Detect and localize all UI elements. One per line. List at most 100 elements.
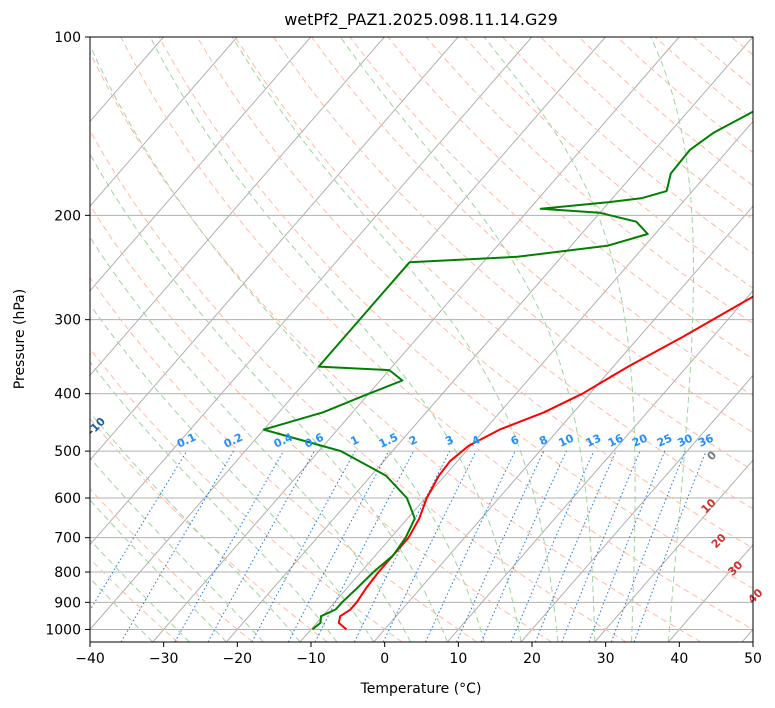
dry-adiabat-line [90, 558, 179, 642]
mixing-ratio-label: 20 [630, 431, 650, 449]
x-tick-label: 10 [449, 651, 467, 667]
x-tick-label: −30 [149, 651, 179, 667]
y-tick-label: 600 [54, 491, 81, 507]
dry-adiabat-line [120, 37, 753, 630]
y-tick-label: 200 [54, 208, 81, 224]
moist-adiabat-line [650, 37, 694, 642]
isotherm-line [90, 37, 312, 292]
moist-adiabat-line [90, 361, 338, 642]
mixing-ratio-label: 13 [584, 432, 603, 450]
mixing-ratio-label: 16 [606, 431, 626, 449]
isotherm-line [152, 37, 680, 642]
moist-adiabat-line [90, 153, 448, 642]
plot-frame [89, 36, 754, 643]
y-tick-label: 100 [54, 30, 81, 46]
mixing-ratio-label: 25 [655, 432, 674, 450]
moist-adiabat-line [90, 457, 264, 642]
mixing-ratio-line [382, 450, 477, 642]
y-tick-label: 500 [54, 444, 81, 460]
dry-adiabat-line [234, 37, 753, 510]
x-axis-label: Temperature (°C) [360, 681, 482, 697]
mixing-ratio-line [561, 450, 641, 642]
dry-adiabat-line [90, 487, 253, 642]
dry-adiabat-line [770, 37, 775, 642]
series-layer [262, 110, 753, 631]
moist-adiabat-label: 40 [745, 586, 765, 606]
series-line-1 [337, 295, 753, 631]
moist-adiabat-line [339, 37, 596, 642]
moist-adiabat-line [90, 303, 375, 642]
mixing-ratio-label: 2 [407, 433, 419, 448]
moist-adiabat-label: 30 [725, 558, 745, 578]
moist-adiabat-label: 20 [709, 531, 729, 551]
isotherm-line [373, 205, 753, 642]
mixing-ratio-line [480, 450, 567, 642]
dry-adiabat-line [540, 37, 753, 220]
y-axis-label: Pressure (hPa) [12, 289, 28, 389]
moist-adiabat-line [149, 37, 522, 642]
moist-adiabat-line [231, 37, 559, 642]
x-tick-label: −40 [75, 651, 105, 667]
moist-adiabat-line [90, 499, 227, 642]
dry-adiabat-line [90, 204, 552, 642]
mixing-ratio-line [510, 450, 595, 642]
dry-adiabat-line [273, 37, 753, 471]
mixing-ratio-label: 3 [443, 433, 455, 448]
y-tick-label: 800 [54, 565, 81, 581]
moist-adiabat-label: 0 [705, 448, 720, 463]
dry-adiabat-line [90, 51, 702, 642]
dry-adiabat-line [90, 276, 477, 642]
mixing-ratio-line [207, 450, 315, 642]
mixing-ratio-label: 0.6 [303, 430, 326, 450]
ticks-layer: −40 −30 −20 −10 0 10 20 30 40 5010009008007006005… [45, 30, 762, 667]
dry-adiabat-line [502, 37, 753, 255]
moist-adiabat-line [90, 44, 485, 642]
mixing-ratio-label: 0.1 [175, 431, 198, 451]
isotherm-line [90, 37, 459, 461]
chart-title: wetPf2_PAZ1.2025.098.11.14.G29 [284, 10, 558, 30]
isotherm-line [90, 37, 238, 207]
mixing-ratio-line [610, 450, 686, 642]
y-tick-label: 300 [54, 313, 81, 329]
x-tick-label: −10 [296, 651, 326, 667]
x-tick-label: −20 [223, 651, 253, 667]
mixing-ratio-line [588, 450, 666, 642]
isotherm-line [594, 459, 753, 642]
y-tick-label: 400 [54, 387, 81, 403]
mixing-ratio-label: 1 [349, 433, 361, 448]
dry-adiabat-line [425, 37, 753, 325]
dry-adiabat-line [463, 37, 753, 289]
x-tick-label: 20 [523, 651, 541, 667]
dry-adiabat-label: -10 [85, 415, 108, 438]
mixing-ratio-line [287, 450, 390, 642]
dry-adiabat-line [196, 37, 753, 549]
mixing-ratio-line [633, 450, 707, 642]
mixing-ratio-label: 8 [537, 433, 549, 448]
x-tick-label: 0 [380, 651, 389, 667]
dry-adiabat-line [616, 37, 753, 153]
moist-adiabat-line [90, 539, 190, 642]
isotherm-line [520, 374, 753, 642]
x-tick-label: 50 [744, 651, 762, 667]
mixing-ratio-label: 1.5 [377, 431, 400, 451]
isotherm-line [226, 37, 753, 642]
mixing-ratio-line [90, 450, 188, 612]
y-tick-label: 1000 [45, 622, 81, 638]
isotherm-line [299, 120, 753, 642]
dry-adiabat-line [90, 418, 328, 642]
dry-adiabat-line [311, 37, 753, 434]
y-tick-label: 700 [54, 531, 81, 547]
dry-adiabat-line [158, 37, 753, 589]
mixing-ratio-line [534, 450, 617, 642]
series-line-2 [262, 110, 753, 631]
isotherm-line [447, 289, 753, 642]
x-tick-label: 40 [670, 651, 688, 667]
moist-adiabat-line [90, 411, 301, 642]
mixing-ratio-line [251, 450, 356, 642]
moist-adiabat-line [90, 236, 412, 642]
dry-adiabat-line [387, 37, 753, 360]
label-layer: -100.1 0.2 0.4 0.6 1 1.5 2 3 4 6 8 10 13 16 20 25 30 3601… [85, 415, 766, 607]
moist-adiabat-line [483, 37, 636, 642]
mixing-ratio-label: 30 [675, 431, 695, 449]
